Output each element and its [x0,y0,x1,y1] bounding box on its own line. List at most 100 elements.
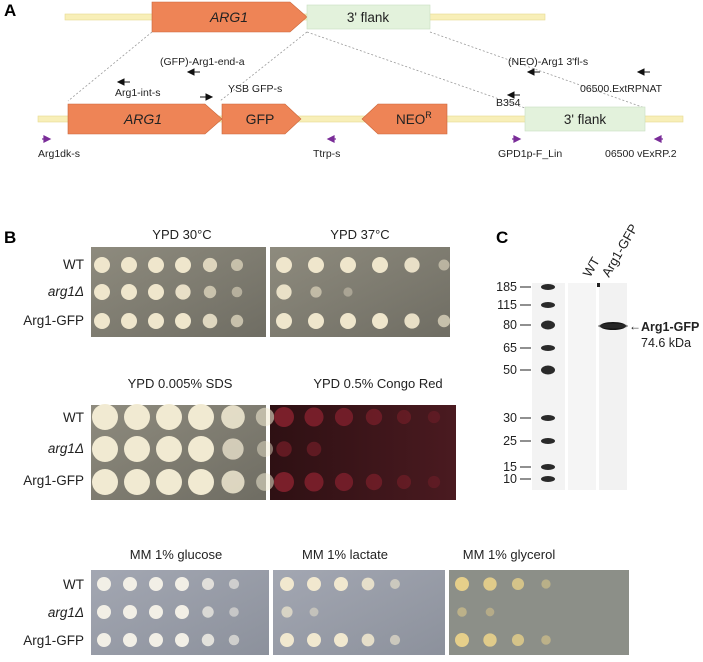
colony-spot [97,577,111,591]
colony-spot [92,436,118,462]
colony-spot [404,257,420,273]
colony-spot [276,313,292,329]
colony-spot [511,633,525,647]
lane-label-arg1gfp: Arg1-GFP [599,221,641,279]
colony-spot [390,579,400,589]
colony-spot [94,313,110,329]
colony-spot [229,607,239,617]
colony-spot [156,436,182,462]
colony-spot [188,436,214,462]
colony-spot [94,257,110,273]
colony-spot [175,633,189,647]
tagged-locus: ARG1 GFP NEOR 3' flank [37,103,684,135]
colony-spot [149,633,163,647]
ladder-band [541,415,555,421]
colony-spot [427,475,441,489]
colony-spot [389,634,401,646]
colony-spot [228,578,240,590]
colony-spot [175,313,191,329]
colony-spot [396,409,412,425]
colony-spot [483,633,497,647]
ladder-band [541,438,555,444]
colony-spot [149,605,163,619]
panel-c-label: C [496,228,508,247]
colony-spot [221,405,245,429]
cond-sds: YPD 0.005% SDS [128,376,233,391]
colony-spot [123,633,137,647]
colony-spot [201,577,215,591]
strain-arg1-1: arg1Δ [48,284,84,299]
colony-spot [365,473,383,491]
cond-lactate: MM 1% lactate [302,547,388,562]
strain-wt-3: WT [63,577,84,592]
strain-arg1gfp-1: Arg1-GFP [23,313,84,328]
wt-3flank-label: 3' flank [347,10,390,25]
primer-neo-arg1-3fl-s: (NEO)-Arg1 3'fl-s [508,56,588,68]
tagged-arg1-label: ARG1 [123,111,162,127]
wt-arg1-arrow [151,1,308,33]
colony-spot [175,577,189,591]
colony-spot [149,577,163,591]
ladder-band [541,320,555,330]
colony-spot [97,605,111,619]
colony-spot [310,286,322,298]
colony-spot [92,469,118,495]
tagged-backbone [37,115,684,123]
primer-arg1dk-s: Arg1dk-s [38,148,80,160]
colony-spot [255,407,275,427]
colony-spot [365,408,383,426]
colony-spot [175,257,191,273]
band-arrow: ← [629,319,641,333]
colony-spot [156,469,182,495]
plate-congo [270,405,456,500]
colony-spot [124,404,150,430]
primer-gfp-arg1-end-a: (GFP)-Arg1-end-a [160,56,245,68]
cond-ypd37: YPD 37°C [330,227,389,242]
colony-spot [188,404,214,430]
homology-lines [67,31,646,109]
colony-spot [222,438,244,460]
colony-spot [340,257,356,273]
primer-arrows [116,68,650,101]
colony-spot [427,410,441,424]
colony-spot [343,287,353,297]
colony-spot [361,577,375,591]
colony-spot [511,577,525,591]
colony-spot [92,404,118,430]
colony-spot [396,474,412,490]
colony-spot [438,259,450,271]
colony-spot [202,606,214,618]
wt-3flank-box [306,4,431,30]
primer-arg1-int-s: Arg1-int-s [115,87,161,99]
mw-marker-label: 50 [503,363,517,377]
blot-ladder-lane [532,283,565,490]
mw-marker-label: 80 [503,318,517,332]
ladder-band [541,464,555,470]
primer-extrpnat: 06500.ExtRPNAT [580,83,663,95]
strain-wt-1: WT [63,257,84,272]
colony-spot [175,605,189,619]
tagged-3flank-label: 3' flank [564,112,607,127]
homology-line-2 [219,31,308,102]
colony-spot [230,258,244,272]
primer-ttrp-s: Ttrp-s [313,148,340,160]
colony-spot [274,407,294,427]
colony-spot [280,577,294,591]
mw-marker-label: 25 [503,434,517,448]
colony-spot [404,313,420,329]
colony-spot [304,407,324,427]
mw-marker-label: 15 [503,460,517,474]
neo-label-superscript: R [425,110,432,120]
ladder-band [541,345,555,351]
colony-spot [276,257,292,273]
ladder-band [541,476,555,482]
colony-spot [541,635,551,645]
ladder-band [541,365,555,375]
colony-spot [306,441,322,457]
strain-arg1-2: arg1Δ [48,441,84,456]
wildtype-locus: ARG1 3' flank [64,1,546,33]
mw-marker-label: 65 [503,341,517,355]
plate-ypd37 [270,247,450,337]
colony-spot [230,314,244,328]
